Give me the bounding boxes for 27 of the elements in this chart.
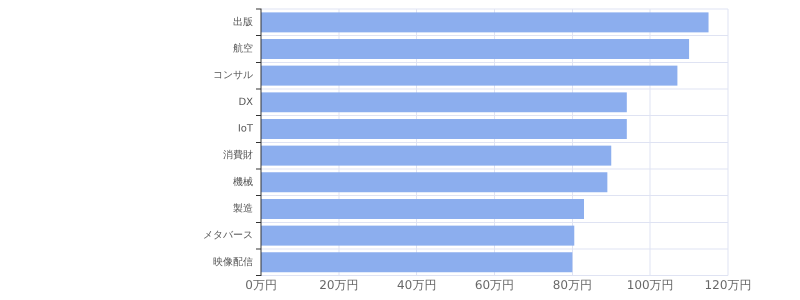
x-tick-label: 60万円 — [474, 278, 514, 292]
y-tick-label: コンサル — [213, 70, 253, 82]
y-tick-label: DX — [238, 96, 254, 108]
bar — [262, 38, 690, 59]
bar — [262, 198, 584, 219]
y-tick-label: 航空 — [233, 42, 253, 55]
bar — [262, 226, 574, 246]
y-tick-label: 機械 — [233, 176, 253, 188]
x-tick-label: 0万円 — [245, 278, 277, 292]
bar — [262, 252, 572, 272]
bar — [262, 66, 678, 86]
y-tick-label: 消費財 — [223, 149, 253, 162]
bar — [262, 172, 608, 192]
bar — [262, 146, 612, 166]
y-tick-label: IoT — [238, 124, 254, 135]
x-tick-label: 120万円 — [704, 278, 752, 292]
x-tick-label: 100万円 — [626, 278, 674, 292]
x-tick-label: 40万円 — [397, 278, 436, 292]
x-tick-label: 20万円 — [319, 278, 358, 292]
y-tick-label: メタバース — [203, 230, 253, 242]
bar — [262, 92, 627, 112]
bar — [262, 12, 709, 32]
y-tick-label: 出版 — [233, 16, 253, 28]
y-tick-label: 製造 — [233, 202, 253, 215]
x-tick-label: 80万円 — [552, 278, 592, 292]
bar — [262, 118, 627, 139]
y-tick-label: 映像配信 — [213, 256, 253, 268]
